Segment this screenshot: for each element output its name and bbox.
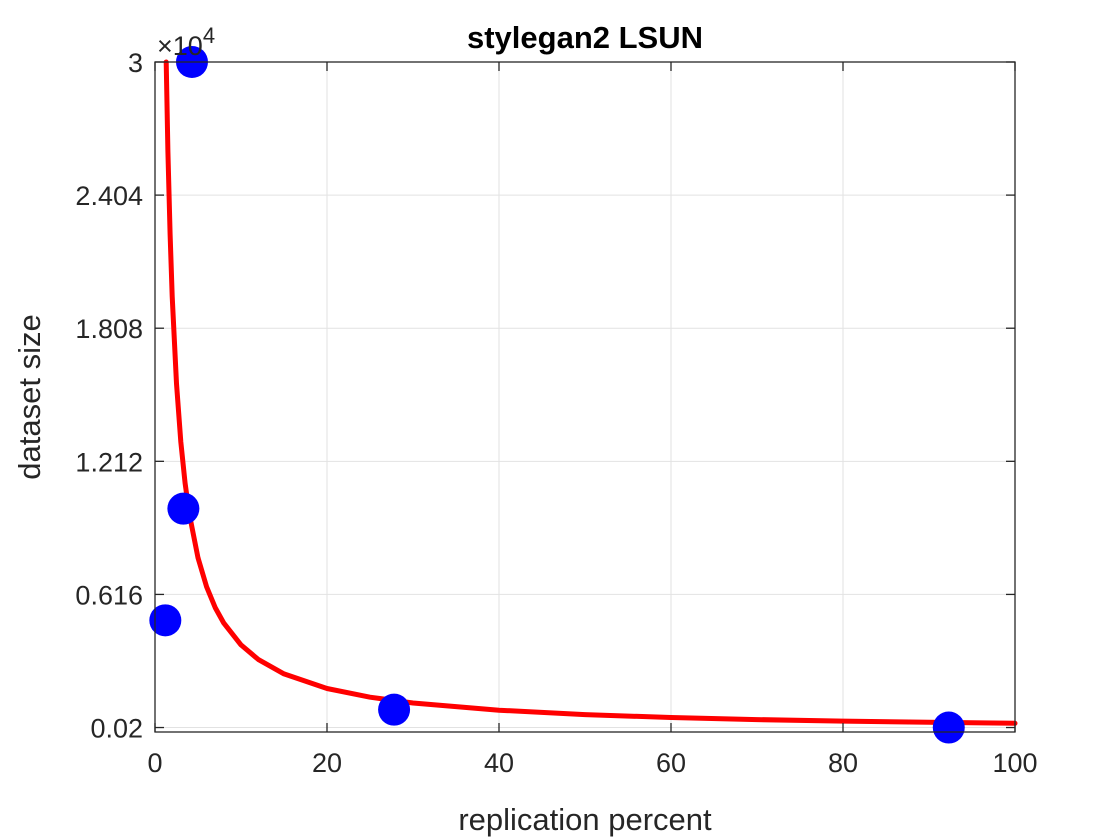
y-tick-label: 1.808 xyxy=(75,314,143,344)
data-point xyxy=(378,693,411,726)
data-point xyxy=(932,711,965,744)
x-tick-label: 80 xyxy=(828,748,858,778)
grid xyxy=(154,61,1016,732)
x-tick-label: 20 xyxy=(312,748,342,778)
x-tick-label: 100 xyxy=(992,748,1037,778)
y-tick-label: 1.212 xyxy=(75,447,143,477)
y-tick-label: 0.616 xyxy=(75,580,143,610)
x-axis-label: replication percent xyxy=(458,802,712,837)
y-tick-label: 0.02 xyxy=(90,714,143,744)
chart-title: stylegan2 LSUN xyxy=(467,20,703,55)
ticks xyxy=(154,61,1016,732)
x-tick-label: 60 xyxy=(656,748,686,778)
y-exponent-power: 4 xyxy=(203,23,215,48)
y-tick-label: 3 xyxy=(128,48,143,78)
x-tick-label: 40 xyxy=(484,748,514,778)
axes-frame xyxy=(154,61,1016,733)
y-tick-label: 2.404 xyxy=(75,181,143,211)
plot-content xyxy=(149,46,1018,744)
y-exponent-base: ×10 xyxy=(157,31,203,61)
y-exponent-label: ×104 xyxy=(157,23,215,61)
data-point xyxy=(167,492,200,525)
tick-labels: 0 20 40 60 80 100 0.02 0.616 1.212 1.808 2.404 3 xyxy=(75,48,1037,778)
data-point xyxy=(149,604,182,637)
x-tick-label: 0 xyxy=(147,748,162,778)
fit-curve-line xyxy=(163,59,1018,726)
y-axis-label: dataset size xyxy=(12,314,47,479)
